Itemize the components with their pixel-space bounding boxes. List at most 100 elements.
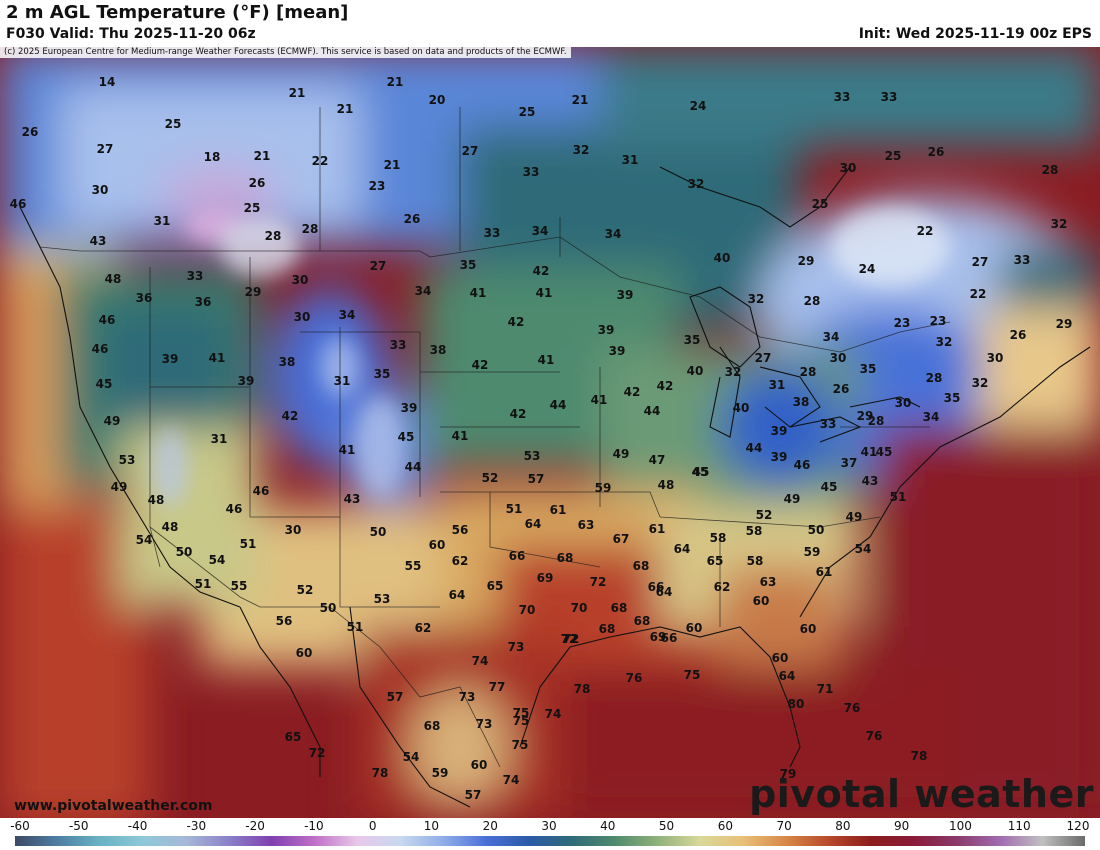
temperature-label: 66 xyxy=(647,580,665,594)
temperature-label: 50 xyxy=(807,523,825,537)
color-scale-tick: -10 xyxy=(304,819,324,833)
brand-logo: pivotal weather xyxy=(749,772,1094,816)
temperature-map: 14 21 20 21 21 25 21 24 33 33 26 25 27 18 21 22 21 27 32 31… xyxy=(0,47,1100,818)
temperature-label: 48 xyxy=(104,272,122,286)
temperature-label: 63 xyxy=(759,575,777,589)
temperature-label: 39 xyxy=(770,424,788,438)
temperature-label: 58 xyxy=(745,524,763,538)
temperature-label: 67 xyxy=(612,532,630,546)
temperature-label: 76 xyxy=(843,701,861,715)
temperature-label: 35 xyxy=(459,258,477,272)
temperature-label: 44 xyxy=(643,404,661,418)
temperature-label: 42 xyxy=(507,315,525,329)
temperature-label: 26 xyxy=(403,212,421,226)
temperature-label: 25 xyxy=(243,201,261,215)
temperature-label: 56 xyxy=(275,614,293,628)
temperature-label: 28 xyxy=(925,371,943,385)
temperature-label: 78 xyxy=(371,766,389,780)
temperature-label: 50 xyxy=(319,601,337,615)
temperature-label: 39 xyxy=(237,374,255,388)
temperature-label: 41 xyxy=(451,429,469,443)
color-scale-tick: 50 xyxy=(658,819,675,833)
temperature-label: 33 xyxy=(483,226,501,240)
temperature-label: 54 xyxy=(135,533,153,547)
color-scale: -60 -50 -40 -30 -20 -10 0 10 20 30 40 50 60 70 80 90 100… xyxy=(0,818,1100,850)
temperature-label: 46 xyxy=(98,313,116,327)
temperature-label: 68 xyxy=(610,601,628,615)
temperature-label: 65 xyxy=(706,554,724,568)
temperature-label: 60 xyxy=(685,621,703,635)
temperature-label: 33 xyxy=(389,338,407,352)
color-scale-tick: -20 xyxy=(245,819,265,833)
temperature-label: 38 xyxy=(792,395,810,409)
temperature-label: 27 xyxy=(971,255,989,269)
temperature-label: 32 xyxy=(687,177,705,191)
temperature-label: 77 xyxy=(488,680,506,694)
temperature-label: 54 xyxy=(854,542,872,556)
temperature-label: 46 xyxy=(91,342,109,356)
temperature-label: 26 xyxy=(248,176,266,190)
valid-time: F030 Valid: Thu 2025-11-20 06z xyxy=(6,26,256,42)
color-scale-tick: 10 xyxy=(423,819,440,833)
temperature-label: 61 xyxy=(549,503,567,517)
temperature-label: 42 xyxy=(656,379,674,393)
color-scale-tick: 110 xyxy=(1007,819,1031,833)
temperature-label: 47 xyxy=(648,453,666,467)
temperature-label: 45 xyxy=(875,445,893,459)
color-scale-tick: -60 xyxy=(10,819,30,833)
temperature-label: 62 xyxy=(451,554,469,568)
temperature-label: 72 xyxy=(589,575,607,589)
temperature-label: 62 xyxy=(713,580,731,594)
color-scale-tick: 20 xyxy=(482,819,498,833)
temperature-label: 78 xyxy=(573,682,591,696)
temperature-label: 28 xyxy=(799,365,817,379)
temperature-label: 32 xyxy=(1050,217,1068,231)
temperature-label: 45 xyxy=(691,465,709,479)
temperature-label: 68 xyxy=(556,551,574,565)
temperature-label: 44 xyxy=(549,398,567,412)
temperature-label: 20 xyxy=(428,93,446,107)
temperature-label: 58 xyxy=(709,531,727,545)
temperature-label: 22 xyxy=(311,154,329,168)
temperature-label: 39 xyxy=(770,450,788,464)
temperature-label: 75 xyxy=(512,714,530,728)
temperature-label: 44 xyxy=(745,441,763,455)
temperature-label: 34 xyxy=(531,224,549,238)
temperature-label: 32 xyxy=(572,143,590,157)
temperature-label: 33 xyxy=(522,165,540,179)
temperature-label: 48 xyxy=(161,520,179,534)
temperature-label: 45 xyxy=(820,480,838,494)
temperature-label: 53 xyxy=(118,453,136,467)
temperature-label: 64 xyxy=(655,585,673,599)
temperature-label: 70 xyxy=(518,603,536,617)
temperature-label: 63 xyxy=(577,518,595,532)
temperature-label: 42 xyxy=(532,264,550,278)
temperature-label: 21 xyxy=(383,158,401,172)
color-scale-tick: 60 xyxy=(717,819,733,833)
temperature-label: 30 xyxy=(986,351,1004,365)
temperature-label: 34 xyxy=(604,227,622,241)
temperature-label: 30 xyxy=(293,310,311,324)
temperature-label: 30 xyxy=(829,351,847,365)
temperature-label: 37 xyxy=(840,456,858,470)
temperature-label: 25 xyxy=(518,105,536,119)
temperature-label: 75 xyxy=(511,738,529,752)
temperature-label: 33 xyxy=(1013,253,1031,267)
temperature-label: 30 xyxy=(91,183,109,197)
map-field xyxy=(0,47,1100,818)
temperature-label: 59 xyxy=(803,545,821,559)
temperature-label: 44 xyxy=(404,460,422,474)
temperature-label: 25 xyxy=(164,117,182,131)
temperature-label: 78 xyxy=(910,749,928,763)
temperature-label: 68 xyxy=(633,614,651,628)
temperature-label: 33 xyxy=(833,90,851,104)
website-credit[interactable]: www.pivotalweather.com xyxy=(14,798,213,814)
color-scale-tick: 80 xyxy=(835,819,851,833)
temperature-label: 43 xyxy=(861,474,879,488)
temperature-label: 41 xyxy=(469,286,487,300)
temperature-label: 14 xyxy=(98,75,116,89)
header: 2 m AGL Temperature (°F) [mean] F030 Val… xyxy=(0,0,1100,47)
temperature-label: 68 xyxy=(423,719,441,733)
copyright-notice: (c) 2025 European Centre for Medium-rang… xyxy=(0,47,571,58)
temperature-label: 39 xyxy=(597,323,615,337)
